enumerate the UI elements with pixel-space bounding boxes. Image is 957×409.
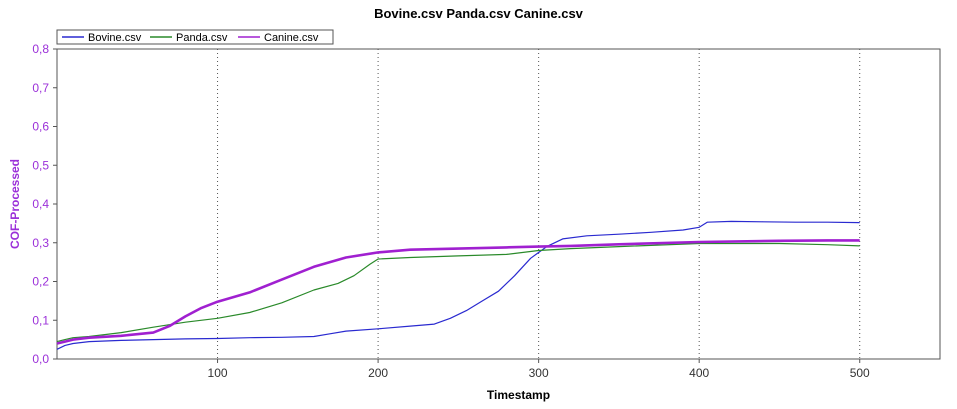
y-tick-label-3: 0,3 xyxy=(32,236,49,250)
chart-title: Bovine.csv Panda.csv Canine.csv xyxy=(374,6,583,21)
y-axis-title: COF-Processed xyxy=(8,159,22,249)
x-tick-label-0: 100 xyxy=(208,366,228,380)
x-tick-label-2: 300 xyxy=(529,366,549,380)
legend-label-0: Bovine.csv xyxy=(88,32,142,44)
y-tick-label-0: 0,0 xyxy=(32,352,49,366)
y-tick-label-7: 0,7 xyxy=(32,81,49,95)
x-axis-title: Timestamp xyxy=(487,388,550,402)
y-tick-label-4: 0,4 xyxy=(32,197,49,211)
legend-label-2: Canine.csv xyxy=(264,32,319,44)
series-line-panda-csv xyxy=(56,242,860,343)
x-tick-label-4: 500 xyxy=(850,366,870,380)
x-tick-label-3: 400 xyxy=(689,366,709,380)
legend-label-1: Panda.csv xyxy=(176,32,228,44)
plot-area: 100 200 300 400 500 0,0 0,1 0,2 0,3 0,4 0,5 0,6 0,7 0… xyxy=(8,29,941,402)
y-tick-label-8: 0,8 xyxy=(32,42,49,56)
series-line-bovine-csv xyxy=(56,220,860,350)
series-line-canine-csv xyxy=(56,239,860,345)
y-tick-label-6: 0,6 xyxy=(32,120,49,134)
y-tick-label-1: 0,1 xyxy=(32,313,49,327)
legend-box xyxy=(56,29,334,45)
y-tick-label-5: 0,5 xyxy=(32,158,49,172)
x-tick-label-1: 200 xyxy=(368,366,388,380)
plot-frame xyxy=(56,48,941,360)
y-tick-label-2: 0,2 xyxy=(32,275,49,289)
